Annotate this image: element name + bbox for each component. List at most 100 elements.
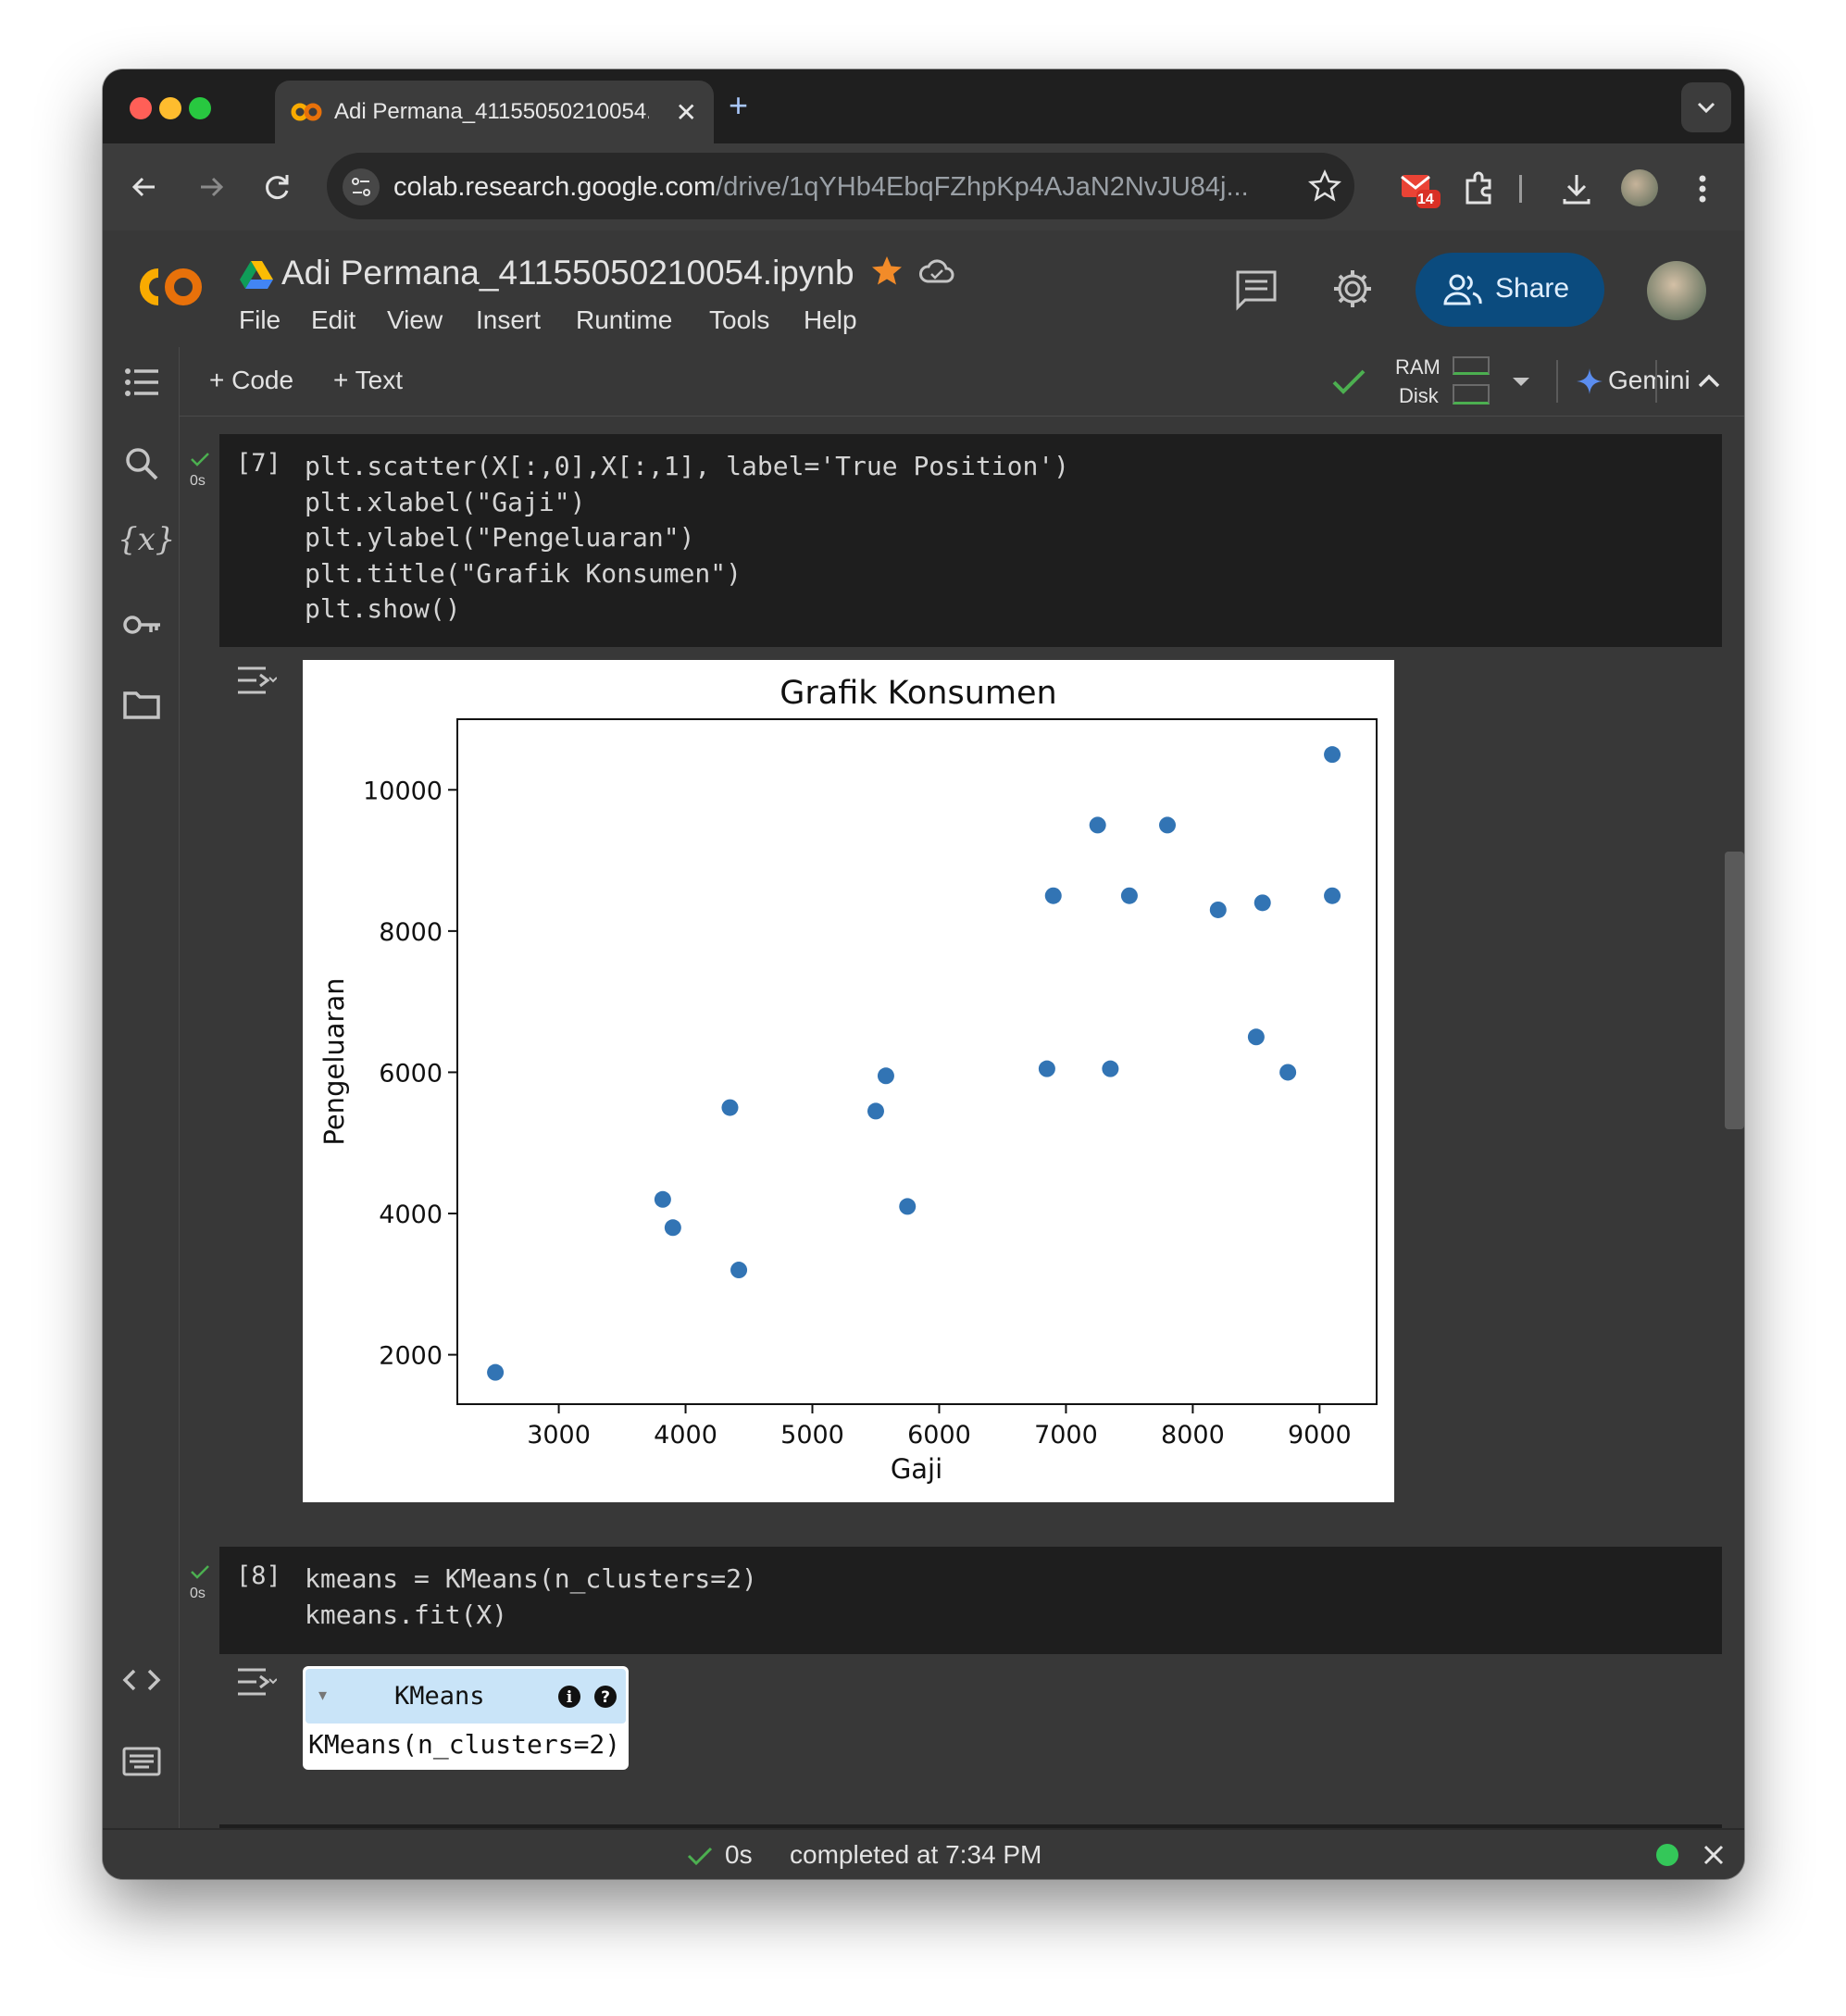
scatter-point (877, 1067, 894, 1085)
x-tick-label: 7000 (1034, 1421, 1098, 1450)
browser-menu-icon[interactable] (1684, 164, 1721, 214)
ram-usage-bar[interactable] (1453, 356, 1490, 375)
site-info-icon[interactable] (342, 168, 380, 206)
new-tab-icon[interactable]: + (729, 86, 749, 124)
url-text[interactable]: colab.research.google.com/drive/1qYHb4Eb… (393, 172, 1249, 203)
chevron-up-icon[interactable] (1694, 367, 1724, 395)
status-elapsed: 0s (725, 1840, 753, 1869)
people-icon (1443, 274, 1482, 305)
execution-count: [8] (236, 1562, 281, 1590)
x-tick-label: 5000 (780, 1421, 844, 1450)
scatter-point (1324, 887, 1341, 904)
kmeans-widget-header[interactable]: ▾ KMeans i ? (306, 1669, 626, 1724)
chart-title: Grafik Konsumen (780, 675, 1056, 712)
x-tick-label: 6000 (907, 1421, 971, 1450)
status-message: completed at 7:34 PM (790, 1840, 1042, 1869)
expand-triangle-icon[interactable]: ▾ (318, 1686, 328, 1704)
svg-text:i: i (567, 1688, 573, 1707)
scatter-point (899, 1198, 917, 1215)
download-icon[interactable] (1552, 164, 1602, 214)
tab-search-button[interactable] (1681, 82, 1731, 132)
profile-avatar[interactable] (1621, 169, 1658, 206)
y-axis-label: Pengeluaran (318, 977, 350, 1145)
kmeans-repr: KMeans(n_clusters=2) (308, 1729, 621, 1760)
help-icon[interactable]: ? (593, 1685, 617, 1709)
connected-check-icon[interactable] (1330, 366, 1367, 399)
gmail-extension-icon[interactable] (1394, 164, 1444, 214)
add-text-button[interactable]: + Text (333, 366, 403, 394)
output-toggle-icon[interactable] (234, 1666, 277, 1698)
bookmark-star-icon[interactable] (1306, 168, 1343, 205)
forward-arrow-icon[interactable] (186, 162, 236, 212)
menu-edit[interactable]: Edit (311, 305, 356, 334)
gemini-button[interactable]: Gemini (1608, 366, 1690, 394)
variables-icon[interactable]: {𝑥} (118, 521, 176, 558)
code-cell[interactable]: [8] kmeans = KMeans(n_clusters=2) kmeans.… (219, 1547, 1722, 1654)
code-line: kmeans = KMeans(n_clusters=2) (305, 1563, 757, 1594)
x-axis: 3000 4000 5000 6000 7000 8000 9000 (527, 1404, 1352, 1450)
table-of-contents-icon[interactable] (121, 362, 162, 403)
disk-usage-bar[interactable] (1453, 384, 1490, 404)
user-avatar[interactable] (1647, 261, 1706, 320)
menu-insert[interactable]: Insert (476, 305, 542, 334)
back-arrow-icon[interactable] (119, 162, 169, 212)
scatter-chart: Grafik Konsumen 2000 4000 6000 8000 10000 30… (318, 675, 1378, 1485)
close-icon[interactable] (1700, 1841, 1728, 1869)
x-tick-label: 3000 (527, 1421, 591, 1450)
code-editor[interactable]: plt.scatter(X[:,0],X[:,1], label='True P… (305, 449, 1069, 628)
scatter-point (1254, 894, 1271, 912)
comment-icon[interactable] (1234, 268, 1278, 311)
notification-badge: 14 (1417, 192, 1434, 207)
code-editor[interactable]: kmeans = KMeans(n_clusters=2) kmeans.fit(… (305, 1562, 757, 1633)
runtime-dropdown-icon[interactable] (1509, 369, 1533, 393)
secrets-key-icon[interactable] (121, 604, 162, 645)
menu-file[interactable]: File (239, 305, 281, 334)
plot-frame (456, 718, 1378, 1405)
maximize-window-button[interactable] (189, 97, 211, 119)
scatter-points (487, 746, 1341, 1381)
scatter-point (1324, 746, 1341, 764)
share-button[interactable]: Share (1416, 253, 1604, 327)
scatter-point (1089, 816, 1106, 834)
command-palette-icon[interactable] (121, 1741, 162, 1782)
vertical-scrollbar[interactable] (1725, 852, 1744, 1129)
x-tick-label: 4000 (654, 1421, 717, 1450)
reload-icon[interactable] (253, 162, 303, 212)
kmeans-estimator-widget[interactable]: ▾ KMeans i ? KMeans(n_clusters=2) (303, 1666, 629, 1770)
notebook-title[interactable]: Adi Permana_41155050210054.ipynb (281, 254, 854, 292)
minimize-window-button[interactable] (159, 97, 181, 119)
close-tab-icon[interactable]: ✕ (675, 98, 697, 127)
files-folder-icon[interactable] (121, 684, 162, 725)
add-code-button[interactable]: + Code (209, 366, 294, 394)
url-host: colab.research.google.com (393, 172, 717, 202)
code-cell[interactable]: [7] plt.scatter(X[:,0],X[:,1], label='Tr… (219, 434, 1722, 647)
extensions-puzzle-icon[interactable] (1454, 164, 1504, 214)
left-sidebar: {𝑥} (103, 347, 180, 1861)
y-tick-label: 2000 (379, 1342, 443, 1371)
output-toggle-icon[interactable] (234, 665, 277, 696)
cloud-saved-icon[interactable] (917, 254, 956, 289)
menu-tools[interactable]: Tools (709, 305, 770, 334)
settings-gear-icon[interactable] (1330, 267, 1375, 311)
code-snippets-icon[interactable] (121, 1660, 162, 1700)
y-tick-label: 4000 (379, 1201, 443, 1229)
scatter-point (1247, 1028, 1265, 1046)
address-bar[interactable]: colab.research.google.com/drive/1qYHb4Eb… (327, 153, 1354, 219)
close-window-button[interactable] (130, 97, 152, 119)
cell-toolbar: + Code + Text RAM Disk Gemini (180, 347, 1744, 417)
info-icon[interactable]: i (557, 1685, 581, 1709)
execution-count: [7] (236, 449, 281, 478)
menu-view[interactable]: View (387, 305, 443, 334)
star-notebook-icon[interactable] (869, 254, 904, 289)
search-icon[interactable] (121, 443, 162, 484)
menu-runtime[interactable]: Runtime (576, 305, 673, 334)
x-tick-label: 9000 (1288, 1421, 1352, 1450)
scatter-point (1279, 1064, 1297, 1081)
colab-logo-icon[interactable] (131, 259, 208, 315)
menu-help[interactable]: Help (804, 305, 857, 334)
plot-output: Grafik Konsumen 2000 4000 6000 8000 10000 30… (303, 660, 1394, 1502)
status-bar: 0s completed at 7:34 PM (103, 1828, 1744, 1879)
browser-tab-active[interactable]: Adi Permana_41155050210054.ipynb - Colab… (275, 81, 714, 143)
cell-success-check-icon (191, 453, 209, 467)
colab-logo-icon (291, 103, 322, 121)
